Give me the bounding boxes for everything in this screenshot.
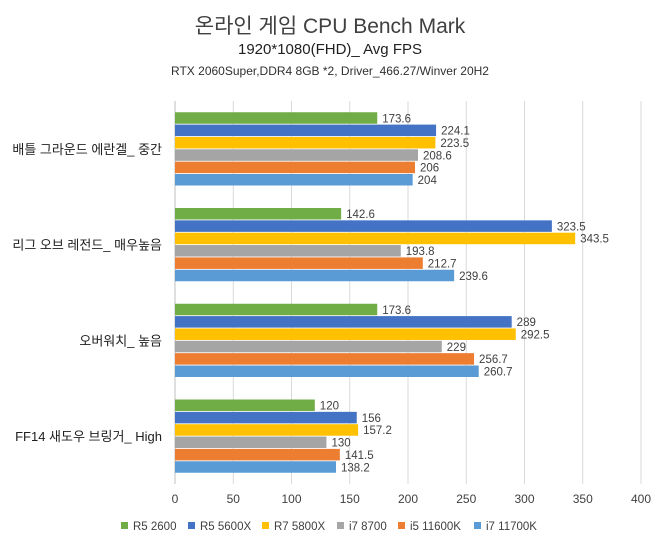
- x-tick-label: 250: [456, 492, 476, 506]
- category-label: 리그 오브 레전드_ 매우높음: [12, 238, 162, 253]
- chart-title: 온라인 게임 CPU Bench Mark: [194, 15, 466, 38]
- legend-label: R5 2600: [133, 521, 176, 533]
- chart-subtitle: 1920*1080(FHD)_ Avg FPS: [238, 41, 422, 58]
- data-label: 256.7: [479, 354, 508, 366]
- x-tick-label: 150: [340, 492, 360, 506]
- data-label: 206: [420, 163, 439, 175]
- data-label: 157.2: [363, 425, 392, 437]
- data-label: 343.5: [580, 234, 609, 246]
- legend-label: R7 5800X: [274, 521, 325, 533]
- x-tick-label: 100: [281, 492, 301, 506]
- bar: [175, 365, 479, 377]
- data-label: 239.6: [459, 271, 488, 283]
- bar: [175, 269, 455, 282]
- legend-label: i5 11600K: [410, 521, 461, 533]
- data-label: 141.5: [345, 450, 374, 462]
- legend-label: i7 8700: [349, 521, 387, 533]
- category-label: 오버워치_ 높음: [79, 333, 162, 348]
- data-label: 130: [331, 438, 350, 450]
- bar: [175, 353, 475, 365]
- legend-swatch: [337, 522, 344, 529]
- data-label: 120: [320, 401, 339, 413]
- data-label: 138.2: [341, 462, 370, 474]
- chart-subtitle-system: RTX 2060Super,DDR4 8GB *2, Driver_466.27…: [171, 64, 489, 78]
- x-tick-label: 350: [573, 492, 593, 506]
- bar: [175, 328, 516, 340]
- bar: [175, 424, 359, 436]
- legend-swatch: [398, 522, 405, 529]
- data-label: 156: [362, 413, 381, 425]
- legend-swatch: [262, 522, 269, 529]
- legend-swatch: [188, 522, 195, 529]
- category-label: 배틀 그라운드 에란겔_ 중간: [12, 142, 162, 157]
- data-label: 224.1: [441, 126, 470, 138]
- bar: [175, 436, 327, 449]
- bar: [175, 399, 315, 411]
- bar: [175, 161, 415, 174]
- bar: [175, 316, 512, 328]
- data-label: 173.6: [382, 113, 411, 125]
- bar: [175, 208, 342, 220]
- bar: [175, 411, 357, 424]
- bar: [175, 245, 401, 257]
- bar: [175, 448, 340, 461]
- data-label: 223.5: [440, 138, 469, 150]
- x-tick-label: 200: [398, 492, 418, 506]
- legend-label: i7 11700K: [486, 521, 537, 533]
- bar: [175, 257, 423, 269]
- x-tick-label: 300: [514, 492, 534, 506]
- x-tick-label: 400: [631, 492, 651, 506]
- data-label: 142.6: [346, 209, 375, 221]
- data-label: 323.5: [557, 221, 586, 233]
- bar: [175, 174, 413, 186]
- x-tick-label: 0: [172, 492, 179, 506]
- data-label: 212.7: [428, 258, 457, 270]
- legend-swatch: [474, 522, 481, 529]
- legend-label: R5 5600X: [200, 521, 251, 533]
- legend-swatch: [121, 522, 128, 529]
- bar: [175, 232, 576, 245]
- data-label: 193.8: [406, 246, 435, 258]
- bar: [175, 112, 378, 124]
- bar: [175, 136, 436, 149]
- data-label: 204: [418, 175, 438, 187]
- data-label: 292.5: [521, 329, 550, 341]
- x-tick-label: 50: [227, 492, 241, 506]
- data-label: 260.7: [484, 367, 513, 379]
- bar: [175, 220, 552, 232]
- bar: [175, 124, 437, 137]
- data-label: 229: [447, 342, 466, 354]
- data-label: 208.6: [423, 150, 452, 162]
- data-label: 173.6: [382, 305, 411, 317]
- data-label: 289: [517, 317, 536, 329]
- category-label: FF14 새도우 브링거_ High: [15, 429, 162, 444]
- bar: [175, 340, 442, 353]
- bar: [175, 303, 378, 316]
- bar: [175, 461, 337, 473]
- bar: [175, 149, 419, 161]
